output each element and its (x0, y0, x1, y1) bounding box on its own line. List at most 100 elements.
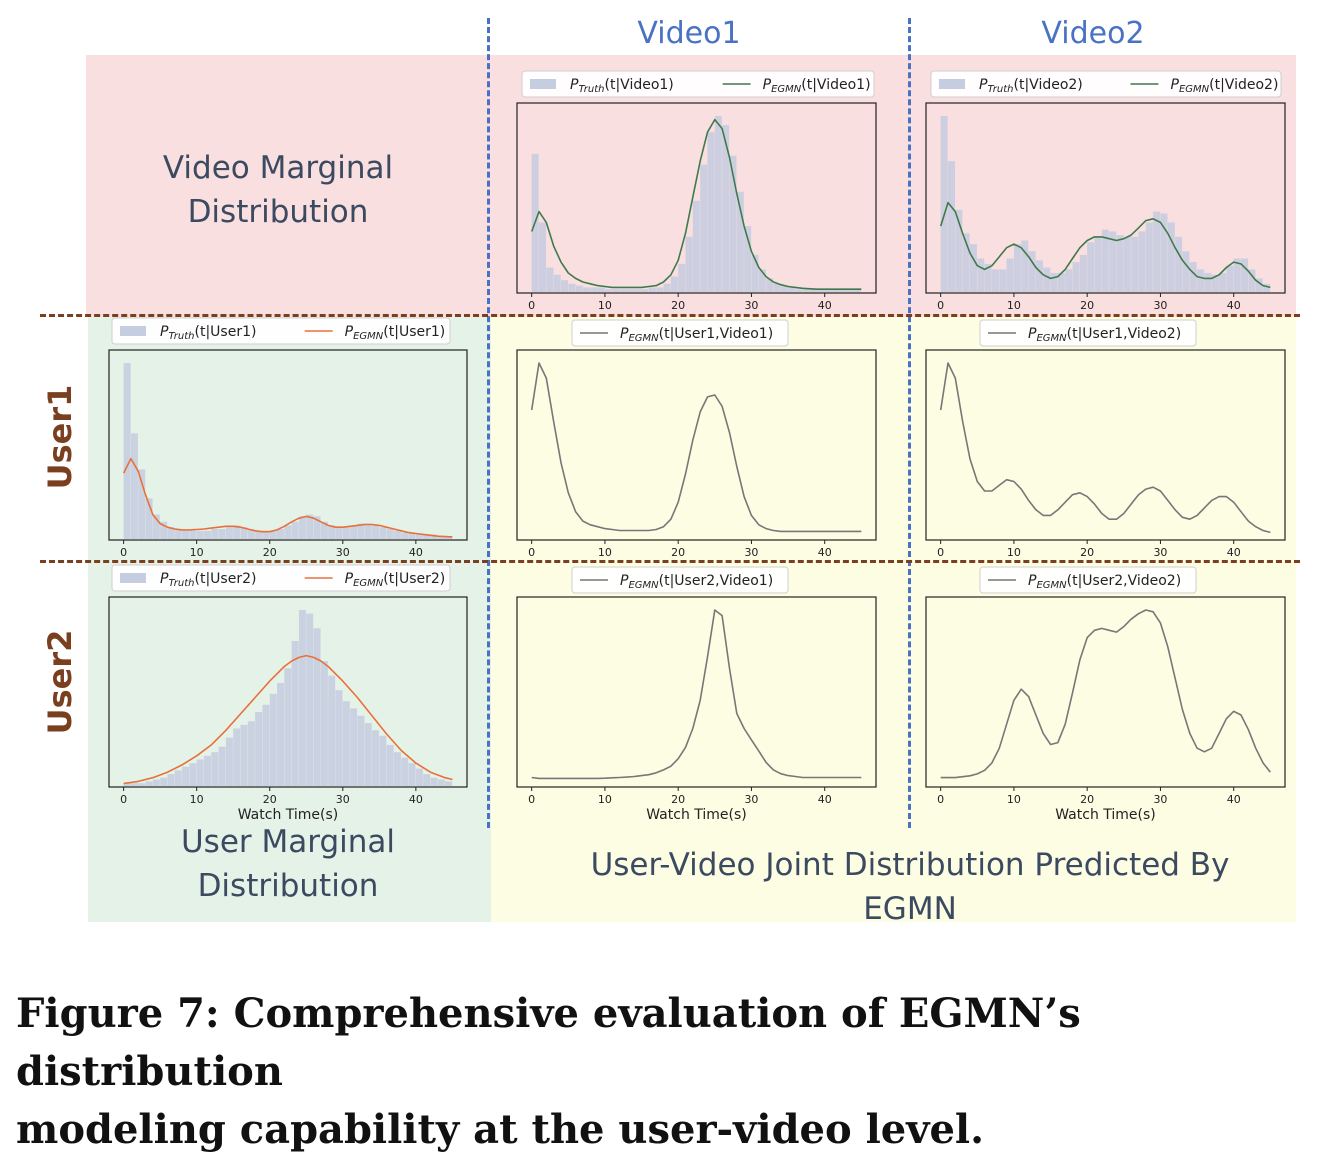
x-tick-label: 10 (1007, 793, 1021, 806)
x-tick-label: 40 (1227, 546, 1241, 559)
histogram-bar (298, 516, 306, 539)
video-marginal-label-line2: Distribution (187, 194, 369, 230)
x-tick-label: 40 (1227, 299, 1241, 312)
legend-subscript: Truth (168, 331, 194, 342)
histogram-bar (1116, 235, 1124, 292)
legend-subscript: EGMN (628, 580, 659, 591)
histogram-bar (568, 283, 576, 292)
x-tick-label: 20 (1080, 546, 1094, 559)
histogram-bar (817, 289, 825, 292)
histogram-bar (707, 132, 715, 292)
legend-subscript: EGMN (1036, 580, 1067, 591)
histogram-bar (962, 233, 970, 292)
histogram-bar (160, 777, 168, 786)
histogram-bar (291, 640, 299, 786)
legend-text: (t|Video1) (801, 77, 870, 93)
histogram-bar (1153, 211, 1161, 292)
histogram-bar (357, 523, 365, 539)
histogram-bar (1189, 262, 1197, 292)
histogram-bar (1211, 274, 1219, 292)
x-tick-label: 40 (1227, 793, 1241, 806)
chart-user2-video2: 0 10 20 30 40 Watch Time(s) PEGMN(t|User2,Vide… (925, 566, 1286, 823)
histogram-bar (656, 287, 664, 292)
histogram-bar (372, 730, 380, 786)
plot-frame (925, 349, 1286, 541)
histogram-bar (437, 779, 445, 786)
histogram-bar (182, 766, 190, 786)
figure-caption: Figure 7: Comprehensive evaluation of EG… (16, 985, 1316, 1159)
histogram-bar (692, 200, 700, 292)
legend-subscript: EGMN (353, 578, 384, 589)
legend-subscript: EGMN (771, 84, 802, 95)
legend-text: (t|User2) (195, 571, 257, 587)
plot-frame (925, 102, 1286, 294)
histogram-bar (182, 530, 190, 539)
histogram-bar (604, 289, 612, 292)
histogram-bar (233, 728, 241, 786)
histogram-bar (969, 244, 977, 292)
x-tick-label: 40 (409, 546, 423, 559)
histogram-bar (203, 755, 211, 786)
histogram-bar (736, 191, 744, 292)
histogram-bar (1028, 251, 1036, 292)
legend-symbol: P (345, 571, 354, 587)
histogram-bar (1131, 236, 1139, 292)
histogram-bar (575, 285, 583, 292)
histogram-bar (1182, 251, 1190, 292)
legend-text: (t|User2) (383, 571, 445, 587)
x-tick-label: 10 (598, 299, 612, 312)
histogram-bar (233, 525, 241, 539)
histogram-bar (1138, 231, 1146, 292)
x-tick-label: 10 (190, 793, 204, 806)
x-axis-label: Watch Time(s) (238, 807, 339, 823)
histogram-bar (977, 258, 985, 292)
histogram-bar (663, 283, 671, 292)
plot-frame (108, 596, 468, 788)
histogram-bar (284, 668, 292, 786)
x-tick-label: 0 (528, 546, 535, 559)
histogram-bar (955, 209, 963, 292)
legend-text: (t|User1) (195, 324, 257, 340)
x-tick-label: 0 (937, 793, 944, 806)
x-tick-label: 30 (744, 546, 758, 559)
histogram-bar (211, 752, 219, 786)
x-tick-label: 30 (336, 546, 350, 559)
distribution-line (530, 118, 862, 290)
x-tick-label: 0 (120, 546, 127, 559)
legend-box (571, 566, 789, 594)
x-tick-label: 20 (671, 793, 685, 806)
x-tick-label: 30 (744, 793, 758, 806)
histogram-bar (1013, 244, 1021, 292)
legend-subscript: EGMN (353, 331, 384, 342)
histogram-bar (1087, 242, 1095, 292)
x-tick-label: 30 (1153, 793, 1167, 806)
histogram-bar (722, 125, 730, 292)
distribution-line (940, 609, 1271, 779)
legend-text: (t|User2,Video2) (1067, 573, 1182, 589)
histogram-bar (1094, 236, 1102, 292)
plot-frame (925, 596, 1286, 788)
histogram-bar (1021, 240, 1029, 292)
histogram-bar (832, 289, 840, 292)
histogram-bar (947, 161, 956, 292)
histogram-bar (203, 530, 211, 539)
legend-label: PEGMN(t|User1) (345, 324, 446, 342)
histogram-bar (196, 759, 204, 786)
histogram-bar (1065, 269, 1073, 292)
legend-symbol: P (1028, 326, 1037, 342)
histogram-bar (766, 278, 774, 292)
histogram-bar (626, 289, 634, 292)
legend-symbol: P (160, 571, 169, 587)
histogram-bar (1160, 213, 1168, 292)
histogram-bar (306, 514, 314, 539)
histogram-bar (1072, 262, 1080, 292)
histogram-bar (1175, 236, 1183, 292)
histogram-bar (1057, 272, 1065, 292)
histogram-bar (174, 528, 182, 539)
histogram-bar (538, 222, 547, 292)
x-tick-label: 40 (818, 299, 832, 312)
x-tick-label: 40 (409, 793, 423, 806)
histogram-bar (415, 768, 423, 786)
